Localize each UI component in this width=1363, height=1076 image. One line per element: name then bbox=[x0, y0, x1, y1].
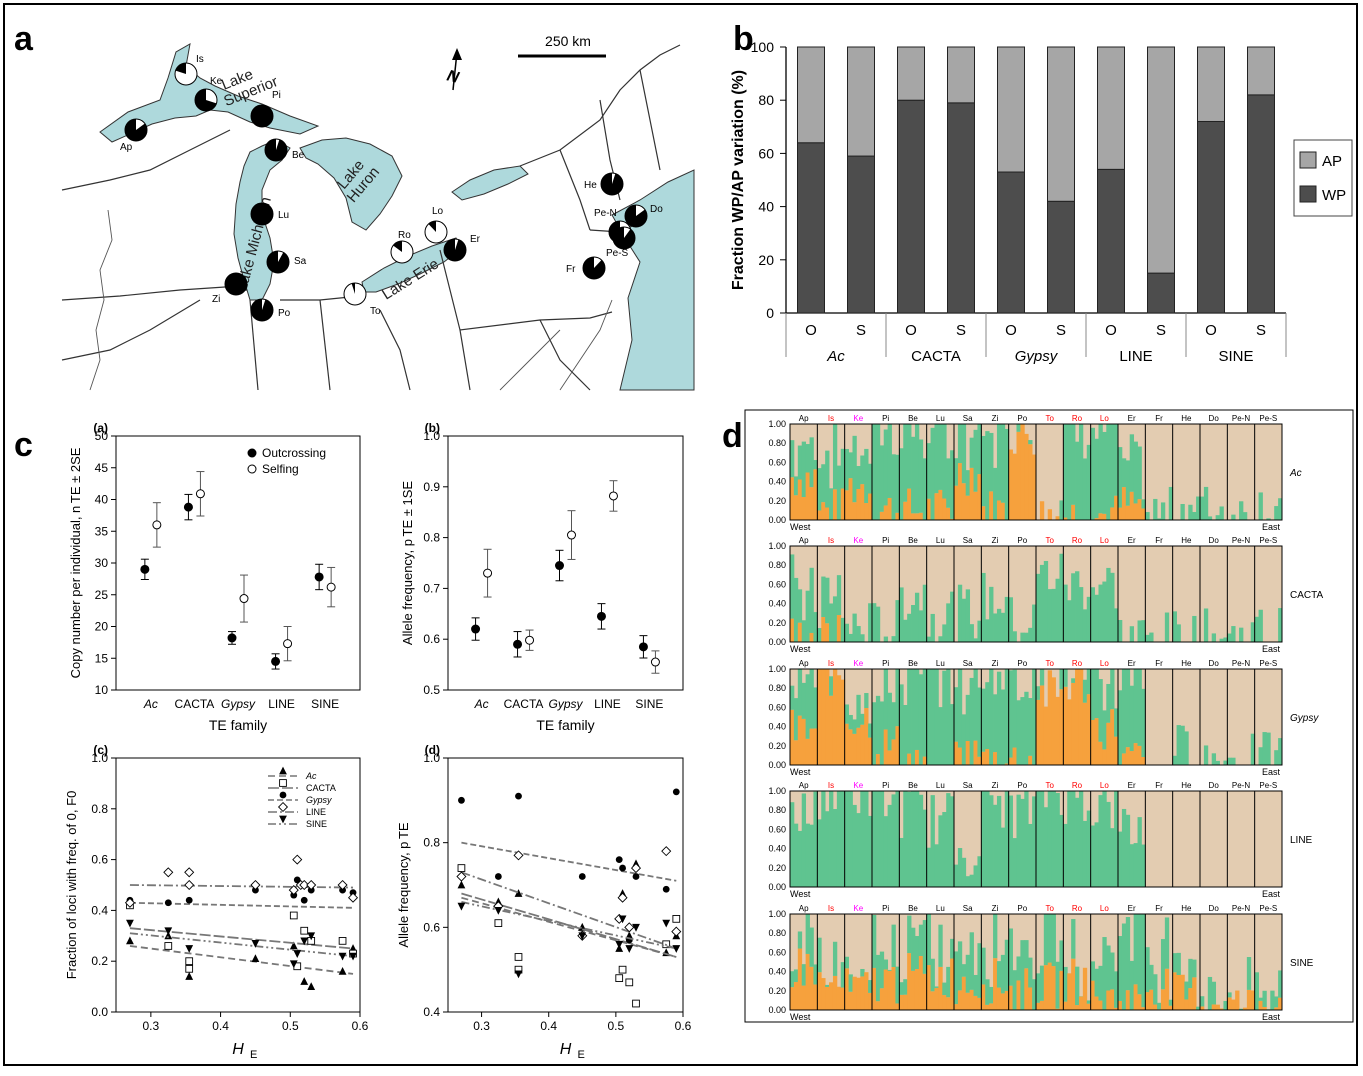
figure-border bbox=[3, 3, 1358, 1066]
